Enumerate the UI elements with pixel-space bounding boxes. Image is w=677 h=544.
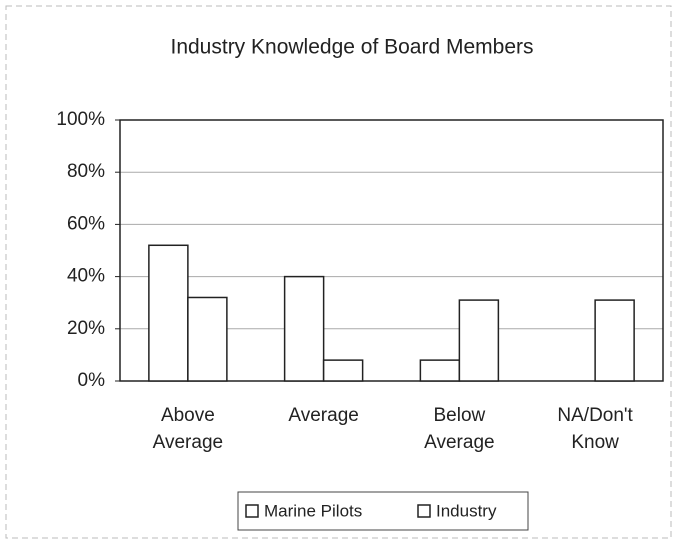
legend-label: Industry <box>436 501 497 520</box>
bar <box>419 359 461 382</box>
legend-swatch <box>245 504 259 518</box>
y-tick-label: 80% <box>67 161 105 182</box>
bar <box>322 359 364 382</box>
chart-border <box>5 5 672 539</box>
x-tick-label: Above Average <box>152 405 224 453</box>
bar <box>458 299 500 382</box>
y-tick-label: 60% <box>67 213 105 234</box>
x-tick-label: Average <box>288 405 359 426</box>
bar <box>148 244 189 382</box>
plot-area <box>119 119 664 382</box>
y-tick-label: 40% <box>67 266 105 287</box>
chart-title: Industry Knowledge of Board Members <box>170 36 533 59</box>
bar <box>187 296 228 382</box>
legend-label: Marine Pilots <box>264 501 362 520</box>
y-tick-label: 20% <box>67 318 105 339</box>
legend-swatch <box>417 504 431 518</box>
x-tick-label: NA/Don't Know <box>557 405 633 453</box>
y-tick-label: 0% <box>78 370 106 391</box>
x-tick-label: Below Average <box>424 405 495 453</box>
bar <box>594 299 635 382</box>
y-tick-label: 100% <box>56 109 105 130</box>
legend-box <box>237 491 529 531</box>
bar <box>283 275 325 382</box>
